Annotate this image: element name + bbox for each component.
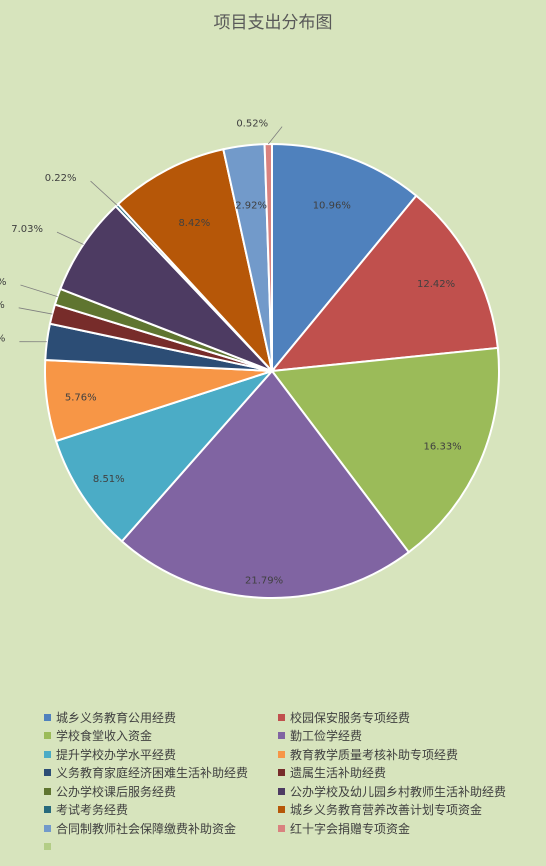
legend-label: 提升学校办学水平经费 — [56, 747, 177, 762]
data-label: 1.16% — [0, 277, 6, 288]
legend-item: 遗属生活补助经费 — [278, 764, 518, 783]
pie-slice[interactable] — [116, 148, 274, 375]
legend-swatch — [278, 713, 285, 721]
leader-line — [56, 231, 84, 245]
legend-swatch — [44, 824, 51, 832]
legend: 城乡义务教育公用经费 校园保安服务专项经费学校食堂收入资金 勤工俭学经费提升学校办学… — [44, 708, 524, 856]
legend-label: 教育教学质量考核补助专项经费 — [290, 747, 459, 762]
legend-swatch — [44, 732, 51, 740]
data-label: 0.22% — [45, 173, 77, 184]
legend-swatch — [278, 732, 285, 740]
legend-swatch — [44, 750, 51, 758]
legend-item: 校园保安服务专项经费 — [278, 708, 518, 727]
legend-item: 公办学校及幼儿园乡村教师生活补助经费 — [278, 782, 518, 801]
chart-title: 项目支出分布图 — [213, 13, 333, 33]
legend-swatch — [44, 843, 51, 851]
legend-item: 教育教学质量考核补助专项经费 — [278, 745, 518, 764]
legend-swatch — [44, 806, 51, 814]
legend-label: 合同制教师社会保障缴费补助资金 — [56, 821, 237, 836]
legend-label: 学校食堂收入资金 — [56, 729, 153, 744]
legend-swatch — [278, 750, 285, 758]
legend-item: 公办学校课后服务经费 — [44, 782, 278, 801]
legend-swatch — [278, 769, 285, 777]
legend-swatch — [44, 769, 51, 777]
legend-label: 城乡义务教育公用经费 — [56, 710, 177, 725]
legend-item: 红十字会捐赠专项资金 — [278, 819, 518, 838]
leader-line — [20, 284, 58, 298]
legend-label: 公办学校及幼儿园乡村教师生活补助经费 — [290, 784, 507, 799]
legend-swatch — [44, 787, 51, 795]
legend-label: 校园保安服务专项经费 — [290, 710, 411, 725]
pie-slice[interactable] — [54, 368, 276, 543]
legend-item: 义务教育家庭经济困难生活补助经费 — [44, 764, 278, 783]
data-label: 21.79% — [245, 576, 283, 587]
data-label: 12.42% — [417, 279, 455, 290]
legend-swatch — [278, 806, 285, 814]
data-label: 8.42% — [178, 218, 210, 229]
legend-label: 公办学校课后服务经费 — [56, 784, 177, 799]
data-label: 10.96% — [313, 200, 351, 211]
legend-item — [44, 838, 278, 857]
pie-slice[interactable] — [269, 194, 499, 373]
legend-swatch — [278, 824, 285, 832]
leader-line — [90, 180, 118, 206]
data-label: 8.51% — [93, 474, 125, 485]
legend-item: 合同制教师社会保障缴费补助资金 — [44, 819, 278, 838]
data-label: 16.33% — [424, 441, 462, 452]
data-label: 2.92% — [235, 200, 267, 211]
legend-item: 学校食堂收入资金 — [44, 727, 278, 746]
legend-label: 勤工俭学经费 — [290, 729, 363, 744]
legend-label: 红十字会捐赠专项资金 — [290, 821, 411, 836]
pie-chart: 10.96% 12.42% 16.33% 21.79% 8.51% 5.76% 2.57% 1… — [0, 119, 500, 599]
legend-label: 义务教育家庭经济困难生活补助经费 — [56, 766, 249, 781]
legend-item: 勤工俭学经费 — [278, 727, 518, 746]
legend-swatch — [44, 713, 51, 721]
pie-slice[interactable] — [270, 346, 500, 554]
legend-item: 城乡义务教育公用经费 — [44, 708, 278, 727]
legend-item: 考试考务经费 — [44, 801, 278, 820]
data-label: 7.03% — [11, 224, 43, 235]
legend-item: 城乡义务教育营养改善计划专项资金 — [278, 801, 518, 820]
leader-line — [267, 126, 283, 145]
data-label: 1.39% — [0, 300, 5, 311]
leader-line — [18, 307, 53, 315]
pie-slice[interactable] — [120, 369, 411, 599]
legend-item: 提升学校办学水平经费 — [44, 745, 278, 764]
pie-slices — [44, 142, 500, 599]
legend-label: 考试考务经费 — [56, 803, 129, 818]
data-label: 2.57% — [0, 334, 5, 345]
pie-labels: 10.96% 12.42% 16.33% 21.79% 8.51% 5.76% 2.57% 1… — [0, 119, 462, 587]
legend-label: 城乡义务教育营养改善计划专项资金 — [290, 803, 483, 818]
pie-slice[interactable] — [271, 142, 418, 374]
legend-label: 遗属生活补助经费 — [290, 766, 387, 781]
data-label: 0.52% — [236, 119, 268, 130]
legend-swatch — [278, 787, 285, 795]
data-label: 5.76% — [65, 393, 97, 404]
